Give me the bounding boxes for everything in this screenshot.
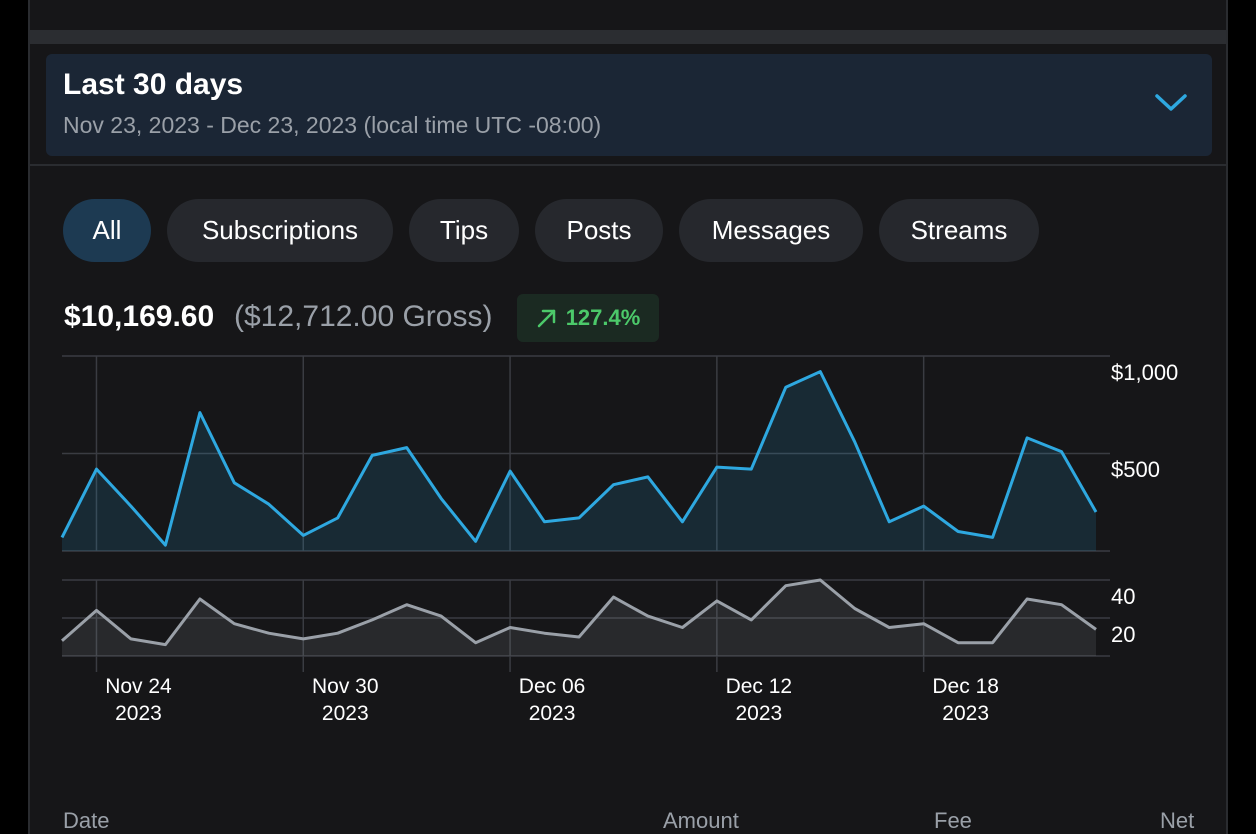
net-total: $10,169.60	[64, 300, 215, 333]
filter-chip-posts[interactable]: Posts	[535, 199, 663, 262]
column-header-amount[interactable]: Amount	[663, 808, 739, 833]
column-header-date[interactable]: Date	[63, 808, 110, 833]
y-tick-label: 40	[1111, 584, 1135, 609]
date-range-title: Last 30 days	[63, 68, 244, 101]
filter-chip-messages[interactable]: Messages	[679, 199, 863, 262]
filter-chip-tips[interactable]: Tips	[409, 199, 519, 262]
x-tick-label: Dec 06	[519, 675, 586, 698]
date-range-selector[interactable]: Last 30 days Nov 23, 2023 - Dec 23, 2023…	[46, 54, 1212, 156]
arrow-up-right-icon	[537, 309, 555, 328]
gross-total: ($12,712.00 Gross)	[234, 300, 493, 333]
x-tick-year: 2023	[736, 702, 783, 725]
top-strip	[30, 0, 1226, 32]
y-tick-label: $500	[1111, 457, 1160, 482]
y-tick-label: 20	[1111, 622, 1135, 647]
section-separator	[30, 30, 1226, 44]
change-badge: 127.4%	[517, 294, 659, 342]
x-tick-year: 2023	[529, 702, 576, 725]
chevron-down-icon[interactable]	[1154, 90, 1188, 114]
filter-chip-streams[interactable]: Streams	[879, 199, 1039, 262]
x-tick-year: 2023	[115, 702, 162, 725]
column-header-net[interactable]: Net	[1160, 808, 1195, 833]
y-tick-label: $1,000	[1111, 360, 1178, 385]
earnings-panel: Last 30 days Nov 23, 2023 - Dec 23, 2023…	[28, 0, 1228, 834]
x-tick-label: Dec 18	[932, 675, 999, 698]
date-range-subtitle: Nov 23, 2023 - Dec 23, 2023 (local time …	[63, 112, 602, 138]
x-tick-year: 2023	[942, 702, 989, 725]
x-tick-year: 2023	[322, 702, 369, 725]
divider	[30, 164, 1226, 166]
series-area	[62, 371, 1096, 551]
filter-chip-subscriptions[interactable]: Subscriptions	[167, 199, 393, 262]
filter-chip-all[interactable]: All	[63, 199, 151, 262]
x-tick-label: Nov 24	[105, 675, 172, 698]
x-tick-label: Dec 12	[726, 675, 793, 698]
change-percent: 127.4%	[565, 305, 641, 330]
x-tick-label: Nov 30	[312, 675, 379, 698]
column-header-fee[interactable]: Fee	[934, 808, 972, 833]
